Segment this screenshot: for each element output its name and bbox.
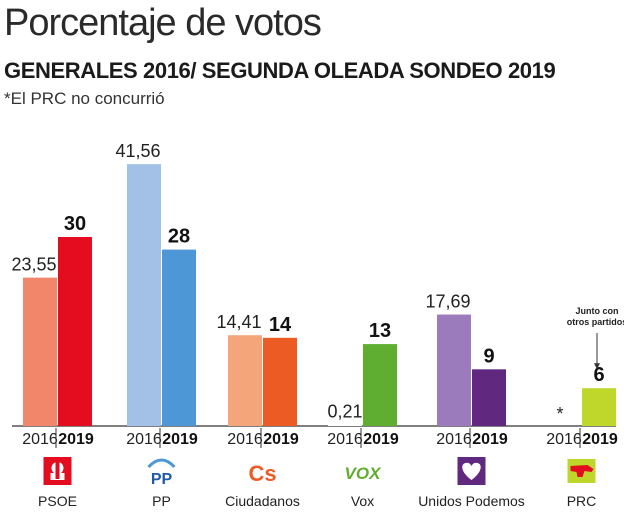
party-name-prc: PRC [567,493,597,509]
bar-2016-pp [127,164,161,426]
prc-logo-icon [567,459,596,483]
tick-label-2016-pp: 2016 [126,431,162,448]
svg-text:VOX: VOX [345,464,383,483]
tick-label-2019-prc: 2019 [582,431,618,448]
bar-2019-unidos-podemos [472,369,506,426]
value-label-2016-pp: 41,56 [115,141,160,161]
annotation-text: Junto con [576,306,619,316]
tick-label-2016-prc: 2016 [546,431,582,448]
bar-2019-psoe [58,237,92,426]
value-label-2019-vox: 13 [369,320,391,342]
bar-2019-pp [162,249,196,426]
value-label-2019-psoe: 30 [64,213,86,235]
party-name-unidos-podemos: Unidos Podemos [418,493,525,509]
annotation-text: otros partidos [567,317,624,327]
svg-text:PP: PP [151,471,173,488]
value-label-2019-prc: 6 [593,364,604,386]
page-title: Porcentaje de votos [4,2,322,44]
vox-logo-icon: VOX [345,464,383,483]
value-label-2019-pp: 28 [168,226,190,248]
chart-subtitle: GENERALES 2016/ SEGUNDA OLEADA SONDEO 20… [4,58,556,83]
value-label-2019-ciudadanos: 14 [269,314,292,336]
tick-label-2016-vox: 2016 [327,431,363,448]
value-label-2016-ciudadanos: 14,41 [216,312,261,332]
footnote: *El PRC no concurrió [4,89,165,108]
podemos-heart-icon [457,457,486,485]
bar-2016-psoe [23,277,57,426]
psoe-logo-icon [43,457,72,485]
value-label-2016-vox: 0,21 [327,402,362,422]
tick-label-2019-pp: 2019 [162,431,198,448]
tick-label-2016-unidos-podemos: 2016 [436,431,472,448]
party-name-pp: PP [152,493,171,509]
value-label-2019-unidos-podemos: 9 [483,345,494,367]
tick-label-2019-ciudadanos: 2019 [263,431,299,448]
party-name-ciudadanos: Ciudadanos [225,493,300,509]
tick-label-2016-ciudadanos: 2016 [227,431,263,448]
tick-label-2016-psoe: 2016 [22,431,58,448]
value-label-2016-psoe: 23,55 [11,255,56,275]
value-label-2016-unidos-podemos: 17,69 [425,292,470,312]
annotation-arrowhead [594,363,600,370]
bar-2019-ciudadanos [263,337,297,426]
svg-text:Cs: Cs [248,461,276,486]
bar-2016-unidos-podemos [437,314,471,426]
pp-logo-icon: PP [147,458,176,488]
tick-label-2019-unidos-podemos: 2019 [472,431,508,448]
party-name-psoe: PSOE [38,493,77,509]
bar-2016-ciudadanos [228,335,262,426]
ciudadanos-logo-icon: Cs [248,461,276,486]
bar-2016-vox [328,424,362,426]
party-name-vox: Vox [351,493,374,509]
value-label-2016-prc: * [556,404,563,424]
tick-label-2019-vox: 2019 [363,431,399,448]
tick-label-2019-psoe: 2019 [58,431,94,448]
bar-2019-vox [363,344,397,426]
bar-2019-prc [582,388,616,426]
